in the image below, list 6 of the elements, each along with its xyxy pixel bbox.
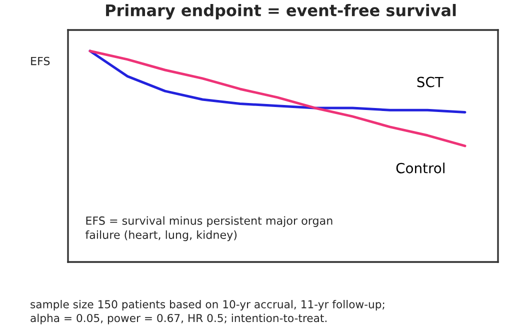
chart-title: Primary endpoint = event-free survival <box>106 4 456 20</box>
series-label: SCT <box>417 76 444 88</box>
annotation: EFS = survival minus persistent major organ failure (heart, lung, kidney) <box>85 216 332 242</box>
text: sample size 150 patients based on 10-yr accrual, 11-yr follow-up; alpha = 0.05, power = 0.67, HR 0.5; intention-to-treat. <box>30 300 384 324</box>
series-label: Control <box>396 162 444 174</box>
y-axis-title: EFS <box>31 56 50 66</box>
